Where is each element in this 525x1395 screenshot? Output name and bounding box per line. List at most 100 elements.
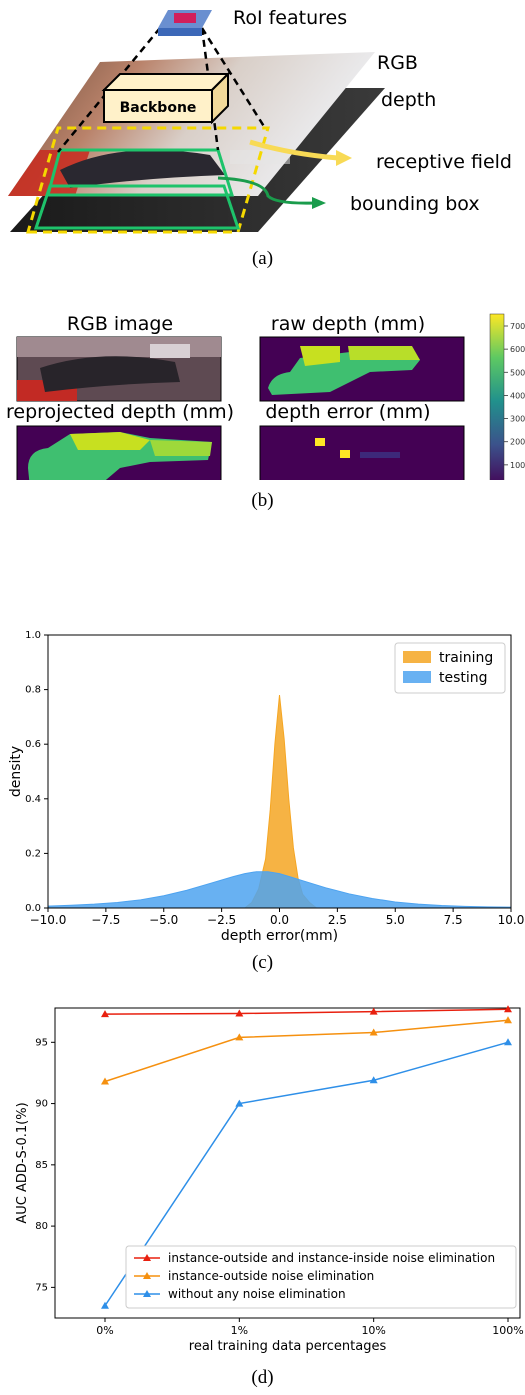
series-marker — [369, 1076, 378, 1084]
series-marker — [504, 1016, 512, 1024]
x-tick-label: 7.5 — [444, 913, 463, 927]
bounding-box-label: bounding box — [350, 193, 480, 215]
legend-box — [125, 1245, 517, 1309]
x-tick-label: 0.0 — [270, 913, 289, 927]
series-line-2 — [104, 1041, 509, 1307]
bounding-box-arrowhead — [312, 197, 326, 209]
receptive-field-arrowhead — [336, 150, 352, 166]
series-marker — [101, 1010, 109, 1018]
legend-swatch-testing — [403, 671, 431, 683]
series-marker — [369, 1007, 378, 1015]
rgb-label: RGB — [377, 52, 418, 74]
panel-c-chart: −10.0 −7.5 −5.0 −2.5 0.0 2.5 5.0 7.5 10.0 0.0 0.2 0… — [0, 625, 525, 945]
bounding-box-arrow — [217, 176, 315, 205]
legend-marker — [143, 1290, 151, 1297]
roi-feature-front — [158, 28, 202, 36]
colorbar — [489, 313, 505, 489]
projection-line-left — [57, 27, 161, 153]
colorbar-tick-label: 300 — [510, 415, 525, 424]
architecture-diagram: Backbone RoI features RGB depth receptiv… — [8, 7, 512, 234]
reprojected-depth-image — [16, 425, 222, 491]
raw-depth-image — [259, 336, 465, 402]
colorbar-tick-label: 700 — [510, 322, 525, 331]
y-tick-label: 85 — [35, 1160, 48, 1171]
y-tick-label: 1.0 — [25, 630, 41, 641]
density-area-testing — [47, 871, 512, 909]
colorbar-tick-label: 400 — [510, 391, 525, 400]
legend-marker — [143, 1272, 151, 1279]
colorbar-ticks: 7006005004003002001000 — [504, 322, 525, 493]
rgb-image — [16, 336, 222, 402]
legend-label: instance-outside and instance-inside noi… — [168, 1251, 495, 1265]
colorbar-tick-label: 600 — [510, 345, 525, 354]
series-marker — [504, 1038, 512, 1046]
x-tick-label: 2.5 — [328, 913, 347, 927]
series-marker — [235, 1033, 244, 1041]
caption-c: (c) — [251, 952, 274, 973]
y-tick-label: 0.6 — [25, 739, 41, 750]
roi-features-label: RoI features — [233, 7, 347, 29]
panel-a-diagram: Backbone RoI features RGB depth receptiv… — [0, 0, 525, 240]
series-line-0 — [104, 1008, 509, 1015]
colorbar-tick-label: 500 — [510, 368, 525, 377]
y-tick-label: 0.8 — [25, 685, 41, 696]
backbone-label: Backbone — [120, 100, 197, 116]
x-axis-label: depth error(mm) — [221, 928, 338, 944]
auc-add-s-chart: 0% 1% 10% 100% 75 80 85 90 95 real training data … — [15, 1005, 524, 1354]
x-tick-label: −7.5 — [91, 913, 120, 927]
caption-b: (b) — [251, 490, 274, 511]
x-tick-label: 10% — [361, 1324, 385, 1337]
y-tick-label: 80 — [35, 1221, 48, 1232]
caption-d: (d) — [251, 1367, 274, 1388]
series-marker — [101, 1301, 109, 1309]
plot-frame — [54, 1007, 521, 1319]
receptive-field-box — [26, 126, 270, 234]
legend-label-training: training — [439, 650, 493, 666]
y-axis-label: density — [8, 746, 24, 797]
legend-swatch-training — [403, 651, 431, 663]
series-marker — [235, 1009, 244, 1017]
colorbar-tick-label: 200 — [510, 438, 525, 447]
projection-line-far — [200, 27, 267, 129]
receptive-field-arrow — [249, 139, 339, 161]
depth-error-title: depth error (mm) — [265, 401, 430, 423]
y-tick-label: 90 — [35, 1099, 48, 1110]
roi-feature-content — [174, 13, 196, 23]
bounding-box-depth — [33, 184, 241, 230]
backbone-top — [101, 73, 231, 91]
x-tick-label: −10.0 — [30, 913, 67, 927]
clamp-object — [60, 150, 225, 188]
x-tick-label: 10.0 — [498, 913, 525, 927]
panel-b-images: RGB image raw depth (mm) reprojected dep… — [0, 300, 525, 493]
y-tick-label: 0.2 — [25, 848, 41, 859]
reprojected-depth-title: reprojected depth (mm) — [6, 401, 234, 423]
x-tick-label: 5.0 — [386, 913, 405, 927]
colorbar-tick-label: 100 — [510, 461, 525, 470]
x-tick-label: 100% — [492, 1324, 523, 1337]
legend-label: instance-outside noise elimination — [168, 1269, 374, 1283]
y-axis-label: AUC ADD-S-0.1(%) — [15, 1102, 30, 1223]
depth-image-grid: RGB image raw depth (mm) reprojected dep… — [6, 313, 525, 493]
y-tick-label: 95 — [35, 1037, 48, 1048]
x-axis-label: real training data percentages — [189, 1339, 387, 1354]
series-line-1 — [104, 1019, 509, 1083]
depth-label: depth — [381, 89, 436, 111]
y-tick-label: 0.4 — [25, 794, 41, 805]
bounding-box-rgb — [46, 148, 235, 197]
series-marker — [101, 1077, 109, 1085]
y-tick-label: 75 — [35, 1282, 48, 1293]
legend-label: without any noise elimination — [168, 1287, 346, 1301]
x-tick-label: 1% — [231, 1324, 248, 1337]
series-marker — [235, 1099, 244, 1107]
x-tick-label: 0% — [96, 1324, 113, 1337]
series-marker — [369, 1028, 378, 1036]
receptive-field-label: receptive field — [376, 151, 512, 173]
series-marker — [504, 1005, 512, 1013]
panel-d-chart: 0% 1% 10% 100% 75 80 85 90 95 real training data … — [0, 1000, 525, 1360]
raw-depth-title: raw depth (mm) — [271, 313, 425, 335]
x-tick-label: −2.5 — [207, 913, 236, 927]
x-tick-label: −5.0 — [149, 913, 178, 927]
depth-error-density-chart: −10.0 −7.5 −5.0 −2.5 0.0 2.5 5.0 7.5 10.0 0.0 0.2 0… — [8, 630, 525, 944]
backbone-front — [103, 89, 213, 123]
legend-label-testing: testing — [439, 670, 488, 686]
